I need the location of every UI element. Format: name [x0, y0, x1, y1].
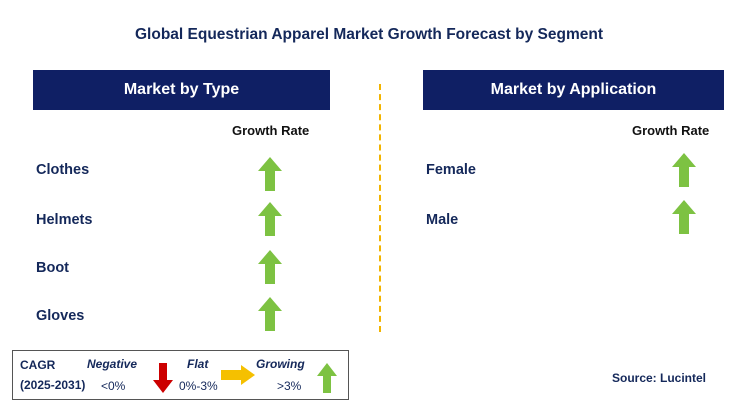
legend-growing-label: Growing [256, 357, 305, 371]
legend-flat-range: 0%-3% [179, 379, 218, 393]
page-title: Global Equestrian Apparel Market Growth … [135, 26, 603, 43]
legend-negative-range: <0% [101, 379, 126, 393]
legend-period: (2025-2031) [20, 378, 86, 392]
row-label-female: Female [426, 162, 476, 178]
right-arrow-icon [221, 365, 255, 385]
growth-rate-label-type: Growth Rate [232, 123, 310, 138]
down-arrow-icon [153, 363, 173, 393]
up-arrow-icon [672, 153, 696, 187]
source-label: Source: Lucintel [612, 371, 707, 385]
panel-divider [379, 84, 381, 332]
up-arrow-icon [258, 202, 282, 236]
up-arrow-icon [258, 250, 282, 284]
row-label-clothes: Clothes [36, 162, 90, 178]
up-arrow-icon [258, 297, 282, 331]
growth-rate-label-application: Growth Rate [632, 123, 710, 138]
row-label-boot: Boot [36, 260, 70, 276]
legend-negative-label: Negative [87, 357, 138, 371]
panel-header-application: Market by Application [423, 70, 724, 110]
row-label-helmets: Helmets [36, 212, 93, 228]
row-label-gloves: Gloves [36, 308, 85, 324]
legend-flat-label: Flat [187, 357, 209, 371]
up-arrow-icon [672, 200, 696, 234]
legend: CAGR (2025-2031) Negative <0% Flat 0%-3%… [12, 350, 349, 400]
up-arrow-icon [258, 157, 282, 191]
up-arrow-icon [317, 363, 337, 393]
row-label-male: Male [426, 212, 459, 228]
legend-growing-range: >3% [277, 379, 302, 393]
panel-header-type: Market by Type [33, 70, 330, 110]
legend-cagr-label: CAGR [20, 358, 56, 372]
